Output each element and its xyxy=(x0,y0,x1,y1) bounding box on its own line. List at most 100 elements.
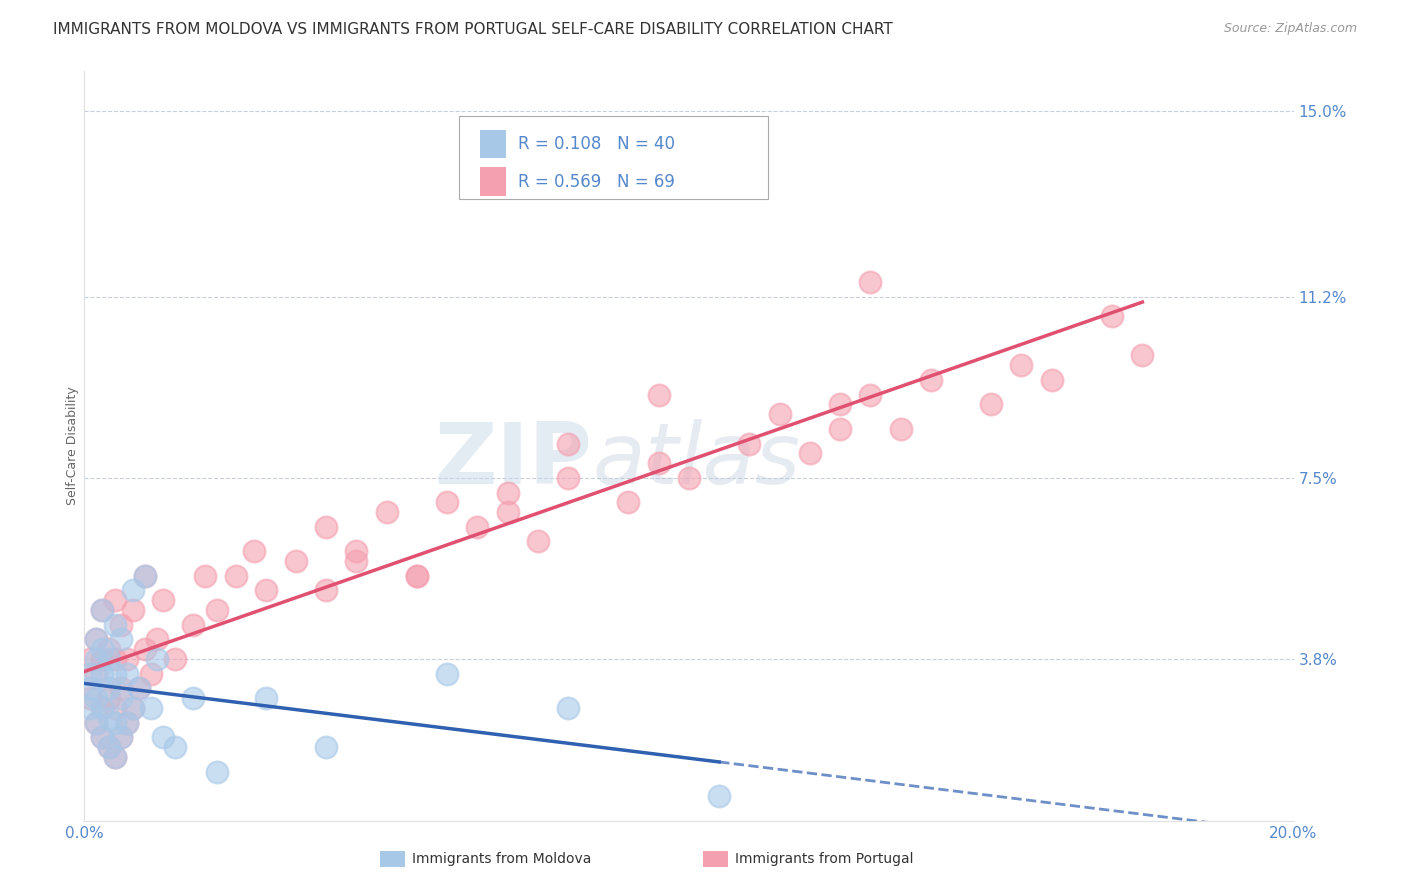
Point xyxy=(110,731,132,745)
Point xyxy=(79,701,101,715)
Point xyxy=(557,701,579,715)
Point xyxy=(648,456,671,470)
Point xyxy=(134,642,156,657)
Point xyxy=(648,387,671,401)
Point xyxy=(207,764,229,779)
Point xyxy=(97,691,120,706)
Point xyxy=(496,505,519,519)
Point xyxy=(121,701,143,715)
Text: Immigrants from Moldova: Immigrants from Moldova xyxy=(412,852,592,866)
Point xyxy=(115,715,138,730)
Point xyxy=(121,583,143,598)
Point xyxy=(110,731,132,745)
Text: Immigrants from Portugal: Immigrants from Portugal xyxy=(735,852,914,866)
Point xyxy=(315,583,337,598)
Point xyxy=(254,691,277,706)
Point xyxy=(134,568,156,582)
Point xyxy=(1130,348,1153,362)
Point xyxy=(79,691,101,706)
Point xyxy=(104,617,127,632)
Point xyxy=(709,789,731,804)
Point xyxy=(496,485,519,500)
Point xyxy=(146,632,169,647)
Point xyxy=(134,568,156,582)
Point xyxy=(97,740,120,755)
Point xyxy=(110,617,132,632)
Text: ZIP: ZIP xyxy=(434,419,592,502)
Point xyxy=(121,701,143,715)
Point xyxy=(86,715,108,730)
Point xyxy=(91,642,114,657)
Point xyxy=(115,666,138,681)
Point xyxy=(152,593,174,607)
Point xyxy=(980,397,1002,411)
Point xyxy=(97,740,120,755)
Point xyxy=(91,701,114,715)
Point xyxy=(128,681,150,696)
Point xyxy=(104,701,127,715)
Point xyxy=(79,681,101,696)
Point xyxy=(799,446,821,460)
Point xyxy=(181,617,204,632)
Point xyxy=(557,471,579,485)
Point xyxy=(104,652,127,666)
Point xyxy=(920,373,942,387)
Point xyxy=(79,666,101,681)
Point xyxy=(97,711,120,725)
Point xyxy=(207,603,229,617)
Point xyxy=(678,471,700,485)
Point xyxy=(225,568,247,582)
Point xyxy=(738,436,761,450)
Point xyxy=(146,652,169,666)
Point xyxy=(86,632,108,647)
Point xyxy=(165,652,187,666)
Point xyxy=(97,681,120,696)
Point xyxy=(375,505,398,519)
Point xyxy=(86,691,108,706)
Point xyxy=(91,701,114,715)
Point xyxy=(152,731,174,745)
Point xyxy=(346,544,368,558)
Point xyxy=(91,652,114,666)
Point xyxy=(115,652,138,666)
Point xyxy=(315,740,337,755)
Point xyxy=(139,666,162,681)
Point xyxy=(110,681,132,696)
Point xyxy=(91,731,114,745)
Point xyxy=(139,701,162,715)
Point xyxy=(346,554,368,568)
Point xyxy=(97,652,120,666)
FancyBboxPatch shape xyxy=(479,168,506,195)
Point xyxy=(1040,373,1063,387)
Point xyxy=(165,740,187,755)
Point xyxy=(86,666,108,681)
Point xyxy=(830,397,852,411)
Point xyxy=(115,715,138,730)
Point xyxy=(436,666,458,681)
Point xyxy=(557,436,579,450)
Point xyxy=(769,407,792,421)
Point xyxy=(104,750,127,764)
Point xyxy=(104,593,127,607)
Point xyxy=(1011,358,1033,372)
Point xyxy=(110,632,132,647)
Point xyxy=(91,666,114,681)
Point xyxy=(830,422,852,436)
Point xyxy=(91,603,114,617)
Text: atlas: atlas xyxy=(592,419,800,502)
Text: R = 0.108   N = 40: R = 0.108 N = 40 xyxy=(519,135,675,153)
Point xyxy=(86,632,108,647)
Point xyxy=(406,568,429,582)
Point xyxy=(859,275,882,289)
Point xyxy=(436,495,458,509)
Point xyxy=(104,666,127,681)
Point xyxy=(97,642,120,657)
FancyBboxPatch shape xyxy=(479,130,506,158)
Point xyxy=(121,603,143,617)
Point xyxy=(242,544,264,558)
Point xyxy=(406,568,429,582)
Point xyxy=(104,750,127,764)
Point xyxy=(527,534,550,549)
Point xyxy=(859,387,882,401)
Point xyxy=(86,652,108,666)
